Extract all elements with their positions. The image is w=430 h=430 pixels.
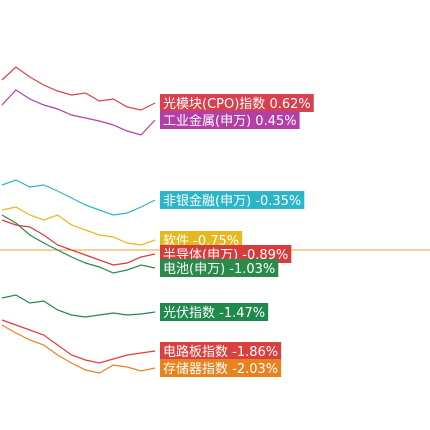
end-label-bg	[160, 231, 243, 249]
series-line	[1, 66, 156, 111]
end-label-text: 半导体(申万) -0.89%	[163, 248, 288, 263]
end-label: 软件 -0.75%	[160, 231, 243, 249]
series-line	[1, 206, 156, 246]
value-label: -0.89%	[242, 248, 288, 263]
end-label: 半导体(申万) -0.89%	[160, 245, 292, 263]
end-label-text: 非银金融(申万) -0.35%	[163, 193, 301, 209]
series-name: 非银金融(申万)	[163, 193, 251, 209]
end-label-bg	[160, 342, 282, 360]
end-label-text: 电路板指数 -1.86%	[163, 344, 278, 360]
series-line	[1, 89, 156, 136]
end-label-bg	[160, 303, 269, 321]
series-name: 光模块(CPO)指数	[163, 97, 265, 112]
end-label-text: 光模块(CPO)指数 0.62%	[163, 97, 311, 112]
series-line	[1, 294, 156, 318]
end-label: 电池(申万) -1.03%	[160, 259, 279, 277]
end-label-bg	[160, 111, 300, 129]
end-label: 电路板指数 -1.86%	[160, 342, 282, 360]
series-name: 软件	[163, 234, 189, 249]
end-label: 非银金融(申万) -0.35%	[160, 191, 305, 209]
series-line	[1, 179, 156, 216]
end-label-bg	[160, 259, 279, 277]
series-name: 存储器指数	[163, 362, 228, 377]
end-label: 存储器指数 -2.03%	[160, 359, 282, 377]
end-label-text: 工业金属(申万) 0.45%	[163, 113, 297, 129]
series-line	[1, 214, 156, 274]
value-label: 0.45%	[255, 114, 296, 129]
end-label-text: 光伏指数 -1.47%	[163, 306, 265, 321]
value-label: -0.35%	[255, 194, 301, 209]
value-label: 0.62%	[269, 97, 310, 112]
series-name: 电路板指数	[163, 344, 228, 360]
end-label: 光伏指数 -1.47%	[160, 303, 269, 321]
series-line	[1, 219, 156, 266]
end-label: 光模块(CPO)指数 0.62%	[160, 94, 314, 112]
end-label-text: 软件 -0.75%	[163, 234, 239, 249]
series-name: 光伏指数	[163, 306, 215, 321]
value-label: -2.03%	[232, 362, 278, 377]
end-label-bg	[160, 94, 314, 112]
end-label-bg	[160, 359, 282, 377]
series-line	[1, 324, 156, 374]
value-label: -1.47%	[219, 306, 265, 321]
end-label-bg	[160, 191, 305, 209]
end-label-text: 存储器指数 -2.03%	[163, 362, 278, 377]
value-label: -0.75%	[193, 234, 239, 249]
series-name: 半导体(申万)	[163, 248, 238, 263]
value-label: -1.03%	[229, 262, 275, 277]
end-label-text: 电池(申万) -1.03%	[163, 262, 275, 277]
end-label: 工业金属(申万) 0.45%	[160, 111, 300, 129]
series-name: 工业金属(申万)	[163, 113, 251, 129]
series-name: 电池(申万)	[163, 262, 225, 277]
value-label: -1.86%	[232, 345, 278, 360]
end-label-bg	[160, 245, 292, 263]
series-line	[1, 319, 156, 364]
